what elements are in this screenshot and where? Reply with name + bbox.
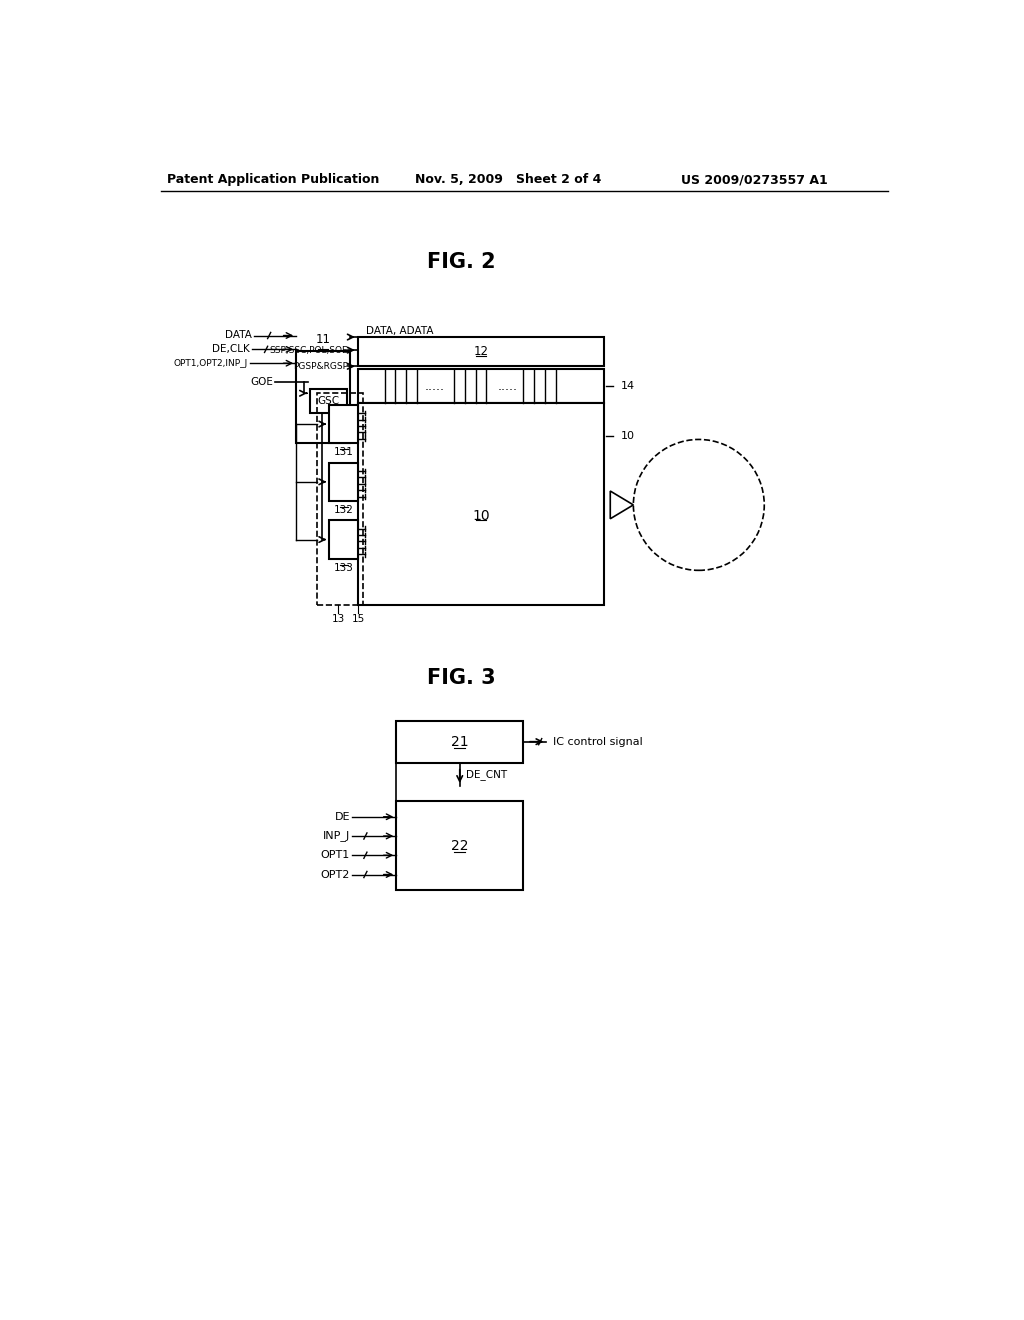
Text: 1: 1 — [667, 492, 672, 502]
Bar — [330, 520, 358, 558]
Text: PGSP&RGSP: PGSP&RGSP — [294, 362, 348, 371]
Text: Nov. 5, 2009   Sheet 2 of 4: Nov. 5, 2009 Sheet 2 of 4 — [415, 173, 601, 186]
Bar — [330, 405, 358, 444]
Text: 14: 14 — [621, 381, 635, 391]
Text: Clc: Clc — [700, 492, 714, 502]
Text: 132: 132 — [334, 506, 353, 515]
Text: FIG. 3: FIG. 3 — [427, 668, 496, 688]
Text: .....: ..... — [425, 380, 444, 393]
Bar — [396, 801, 523, 890]
Text: DE,CLK: DE,CLK — [212, 345, 250, 354]
Text: 10: 10 — [621, 430, 635, 441]
Text: 15: 15 — [352, 614, 366, 624]
Text: 12: 12 — [473, 345, 488, 358]
Text: 131: 131 — [334, 447, 353, 457]
Text: IC control signal: IC control signal — [553, 737, 642, 747]
Text: US 2009/0273557 A1: US 2009/0273557 A1 — [681, 173, 827, 186]
Bar — [316, 393, 364, 605]
Text: GATE: GATE — [635, 516, 656, 525]
Text: DE_CNT: DE_CNT — [466, 770, 507, 780]
Bar — [310, 389, 347, 412]
Text: GOE: GOE — [250, 376, 273, 387]
Text: INP_J: INP_J — [323, 830, 350, 841]
Text: DATA: DATA — [225, 330, 252, 341]
Text: DE: DE — [335, 812, 350, 822]
Circle shape — [634, 440, 764, 570]
Text: TFT: TFT — [683, 511, 697, 520]
Bar — [396, 721, 523, 763]
Polygon shape — [610, 491, 634, 519]
Text: DATA: DATA — [662, 463, 685, 473]
Text: Patent Application Publication: Patent Application Publication — [167, 173, 379, 186]
Text: 11: 11 — [315, 333, 331, 346]
Text: FIG. 2: FIG. 2 — [427, 252, 496, 272]
Text: OPT1,OPT2,INP_J: OPT1,OPT2,INP_J — [173, 359, 248, 368]
Text: .....: ..... — [498, 380, 518, 393]
Bar — [357, 368, 604, 404]
Text: OPT2: OPT2 — [321, 870, 350, 879]
Text: 133: 133 — [334, 562, 353, 573]
Text: Cst: Cst — [716, 492, 729, 502]
Bar — [330, 462, 358, 502]
Text: SSP,SSC,POL,SOE: SSP,SSC,POL,SOE — [270, 346, 348, 355]
Bar — [296, 351, 350, 444]
Text: Vcom: Vcom — [682, 469, 706, 477]
Text: DATA, ADATA: DATA, ADATA — [367, 326, 434, 335]
Text: 22: 22 — [451, 838, 469, 853]
Text: 2: 2 — [667, 479, 672, 488]
Text: 13: 13 — [332, 614, 345, 624]
Bar — [683, 508, 697, 519]
Text: 21: 21 — [451, 735, 469, 748]
Text: GSC: GSC — [317, 396, 340, 407]
Text: OPT1: OPT1 — [321, 850, 350, 861]
Bar — [357, 337, 604, 367]
Bar — [357, 404, 604, 605]
Text: 10: 10 — [472, 508, 489, 523]
